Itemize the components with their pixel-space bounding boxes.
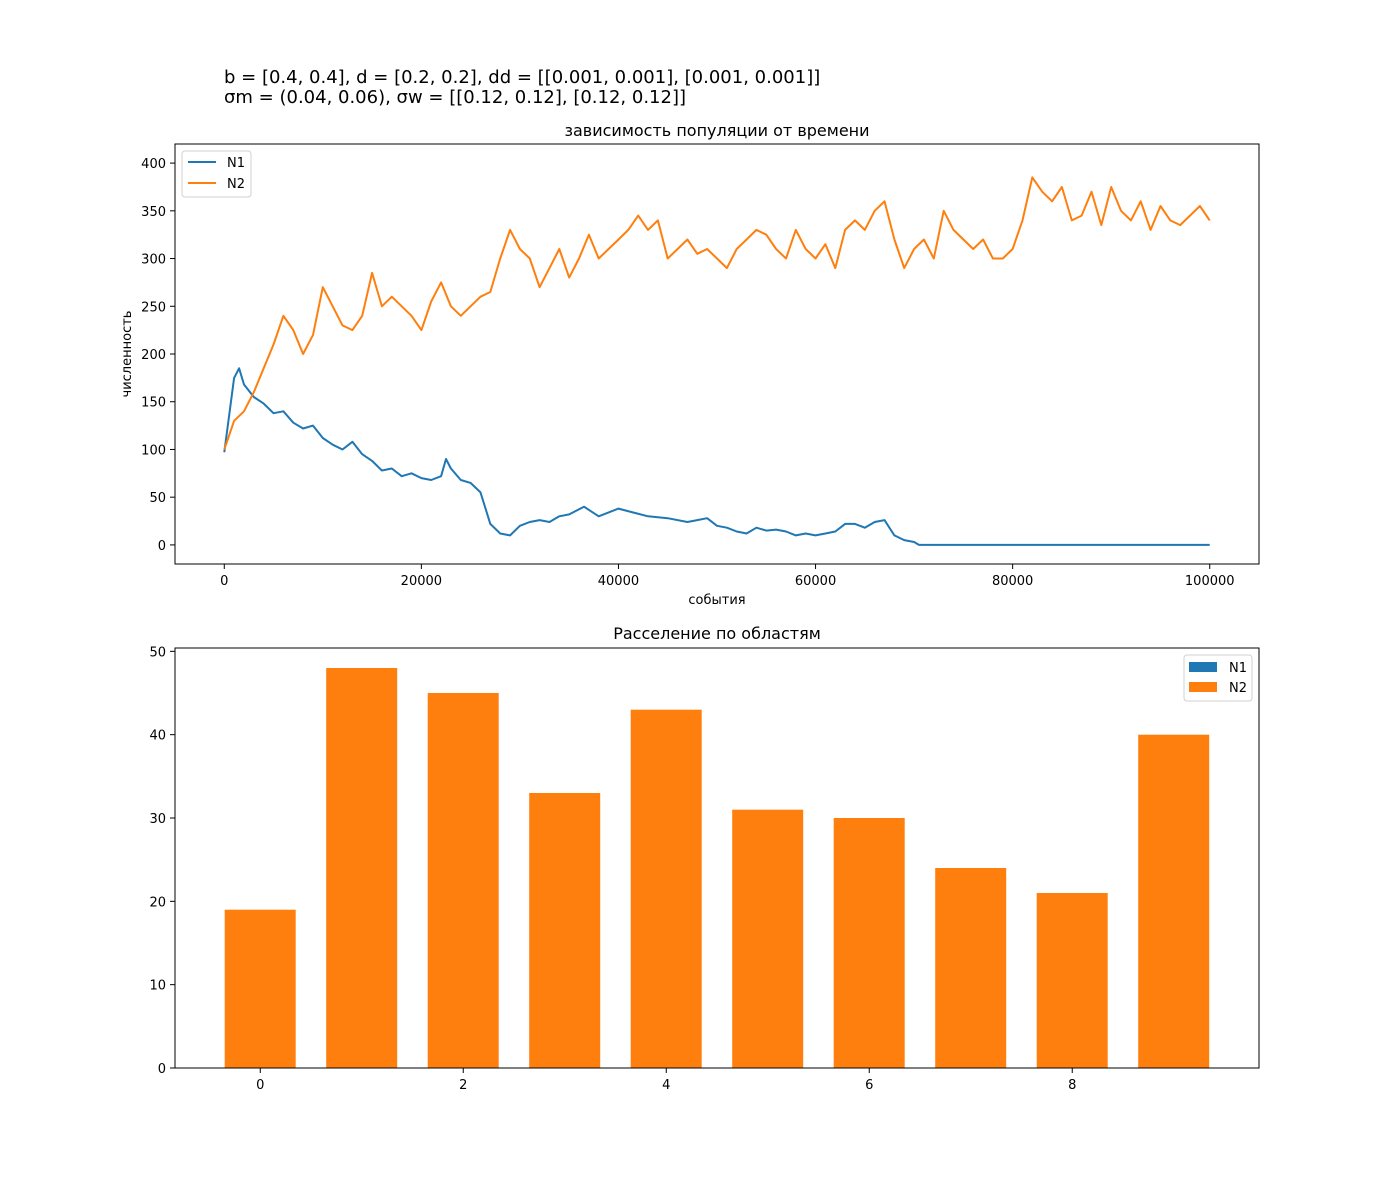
legend-n2-label: N2 [1229, 681, 1247, 696]
x-tick-label: 80000 [992, 574, 1033, 589]
bar-chart-y-ticks: 0 10 20 30 40 50 [149, 645, 175, 1077]
line-chart-legend: N1 N2 [181, 150, 252, 198]
x-tick-label: 60000 [795, 574, 836, 589]
y-tick-label: 200 [141, 348, 166, 363]
x-tick-label: 0 [256, 1078, 264, 1093]
y-tick-label: 30 [149, 812, 166, 827]
line-chart-x-axis-label: события [688, 593, 745, 608]
legend-n2-label: N2 [227, 177, 245, 192]
line-chart-title: зависимость популяции от времени [564, 121, 869, 140]
bar-n2-8 [1036, 893, 1108, 1068]
bar-n2-1 [326, 668, 398, 1068]
x-tick-label: 8 [1068, 1078, 1076, 1093]
bar-n2-3 [529, 793, 601, 1068]
series-line-n2 [223, 176, 1211, 450]
bar-n2-6 [833, 818, 905, 1068]
figure-suptitle: b = [0.4, 0.4], d = [0.2, 0.2], dd = [[0… [224, 68, 820, 108]
bar-chart: Расселение по областям 0 2 4 6 8 0 10 20 30 40 50… [149, 624, 1260, 1093]
y-tick-label: 50 [149, 645, 166, 660]
legend-n2-swatch [1189, 682, 1217, 692]
bar-n2-2 [427, 693, 499, 1068]
legend-n1-swatch [1189, 662, 1217, 672]
line-chart-x-ticks: 0 20000 40000 60000 80000 100000 [220, 564, 1235, 589]
y-tick-label: 400 [141, 157, 166, 172]
line-chart-y-axis-label: численность [120, 311, 135, 398]
bar-chart-plot-frame [174, 647, 1260, 1069]
x-tick-label: 4 [662, 1078, 670, 1093]
suptitle-line-1: b = [0.4, 0.4], d = [0.2, 0.2], dd = [[0… [224, 67, 821, 88]
y-tick-label: 350 [141, 205, 166, 220]
line-chart-y-ticks: 0 50 100 150 200 250 300 350 400 [141, 157, 175, 554]
y-tick-label: 150 [141, 396, 166, 411]
x-tick-label: 20000 [401, 574, 442, 589]
bar-chart-title: Расселение по областям [613, 624, 821, 643]
y-tick-label: 10 [149, 979, 166, 994]
bar-n2-0 [224, 909, 296, 1068]
x-tick-label: 2 [459, 1078, 467, 1093]
y-tick-label: 20 [149, 895, 166, 910]
y-tick-label: 50 [149, 491, 166, 506]
y-tick-label: 300 [141, 253, 166, 268]
x-tick-label: 40000 [598, 574, 639, 589]
legend-n1-label: N1 [1229, 661, 1247, 676]
bar-chart-legend: N1 N2 [1183, 654, 1253, 702]
x-tick-label: 100000 [1185, 574, 1235, 589]
x-tick-label: 0 [220, 574, 228, 589]
x-tick-label: 6 [865, 1078, 873, 1093]
bar-chart-x-ticks: 0 2 4 6 8 [256, 1068, 1076, 1093]
line-chart-series-group [223, 176, 1211, 546]
bar-n2-9 [1138, 734, 1210, 1068]
y-tick-label: 0 [158, 1062, 166, 1077]
y-tick-label: 250 [141, 300, 166, 315]
bar-chart-bars-group [224, 668, 1210, 1068]
legend-n1-label: N1 [227, 156, 245, 171]
bar-n2-4 [630, 709, 702, 1068]
suptitle-line-2: σm = (0.04, 0.06), σw = [[0.12, 0.12], [… [224, 87, 686, 108]
bar-n2-5 [732, 809, 804, 1068]
bar-n2-7 [935, 868, 1007, 1068]
y-tick-label: 100 [141, 443, 166, 458]
y-tick-label: 40 [149, 729, 166, 744]
line-chart: зависимость популяции от времени 0 20000 4… [120, 121, 1260, 608]
y-tick-label: 0 [158, 539, 166, 554]
series-line-n1 [223, 367, 1210, 546]
